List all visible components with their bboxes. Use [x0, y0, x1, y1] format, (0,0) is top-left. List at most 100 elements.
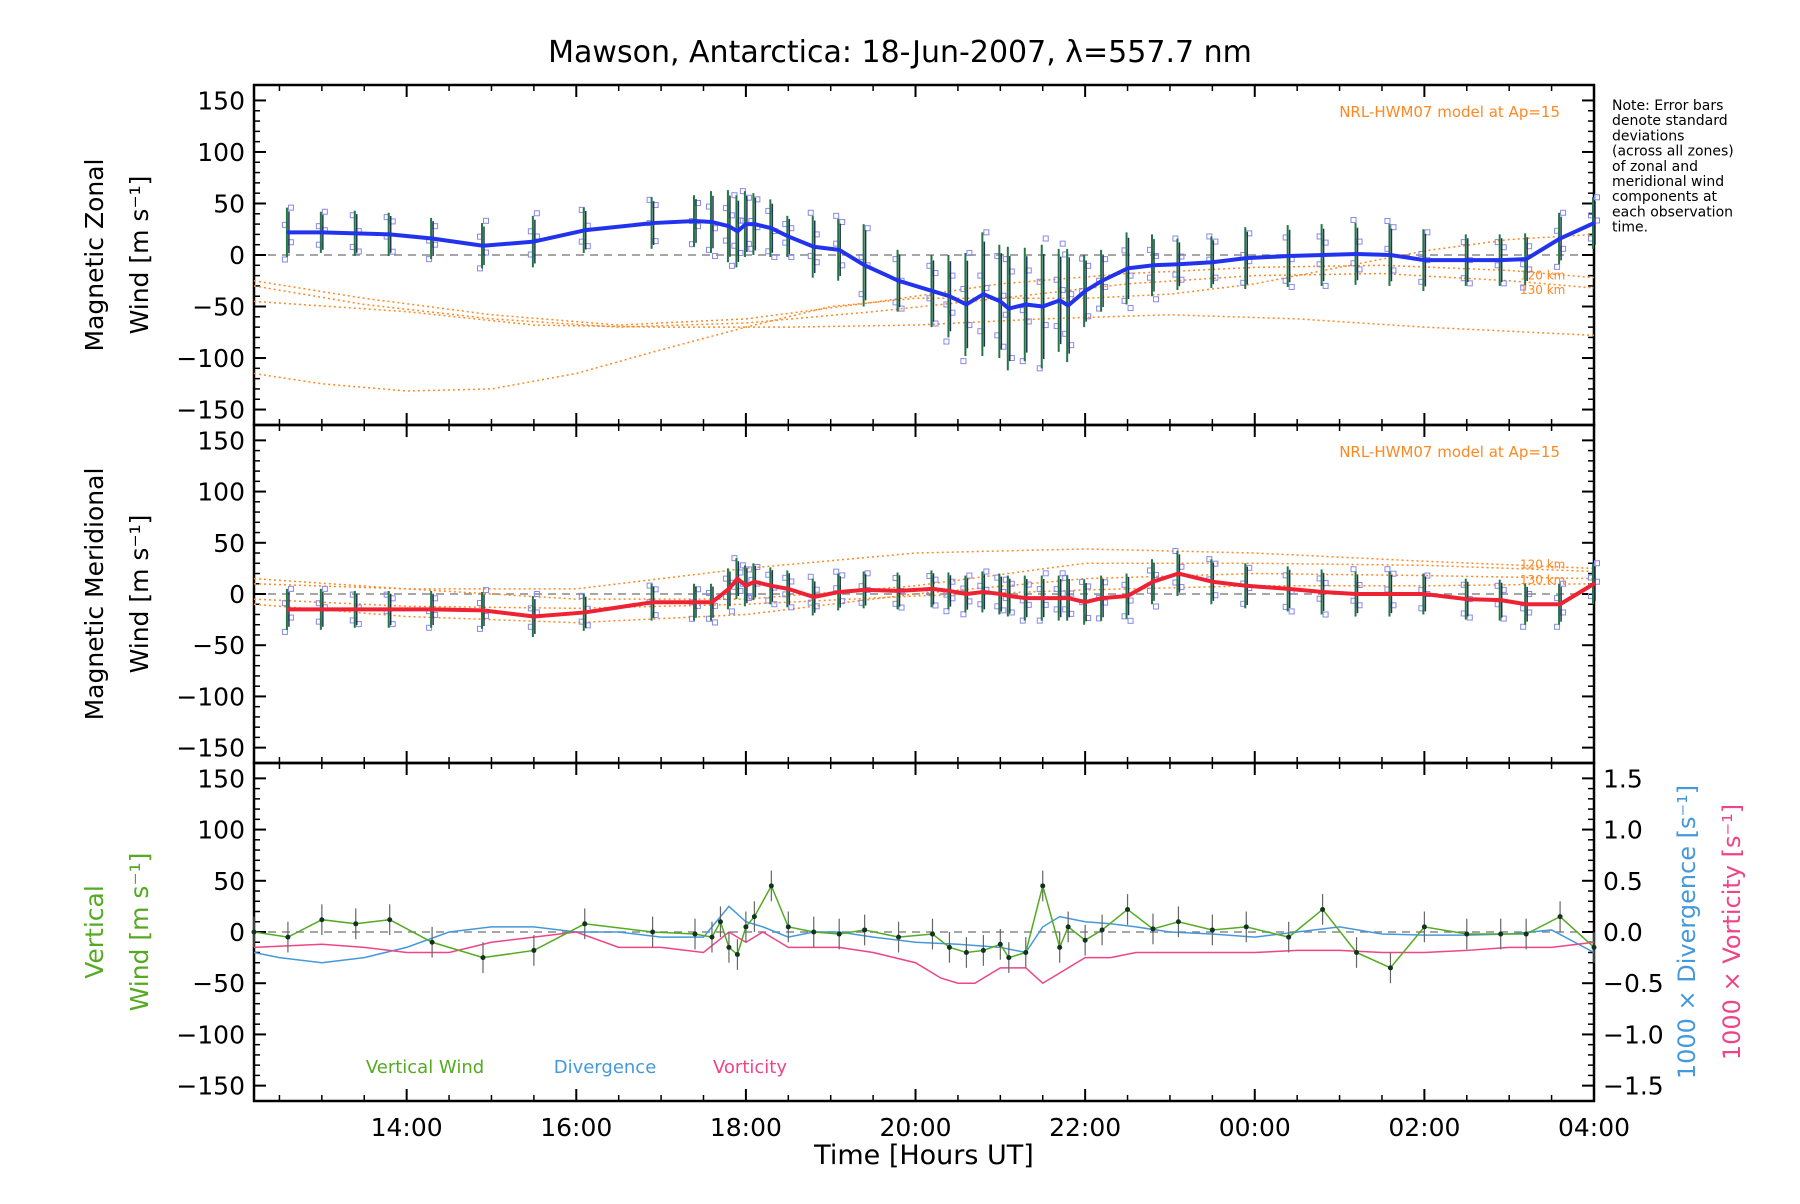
vertical-wind-point [896, 934, 902, 940]
vorticity-line [253, 931, 1595, 985]
zone-marker [1390, 224, 1397, 231]
data-point [863, 263, 867, 267]
data-point [1083, 289, 1087, 293]
data-point [1558, 602, 1562, 606]
chart-title: Mawson, Antarctica: 18-Jun-2007, λ=557.7… [548, 35, 1252, 70]
vertical-wind-point [285, 934, 291, 940]
vertical-wind-point [946, 944, 952, 950]
vertical-wind-point [743, 924, 749, 930]
zone-marker [711, 253, 718, 260]
y-tick-label: 150 [197, 764, 245, 793]
vertical-wind-point [1523, 931, 1529, 937]
zone-marker [983, 568, 990, 575]
data-point [710, 220, 714, 224]
data-point [388, 607, 392, 611]
zone-marker [1350, 566, 1357, 573]
vertical-wind-point [1040, 883, 1046, 889]
data-point [1592, 221, 1596, 225]
data-point [735, 577, 739, 581]
vertical-wind-point [531, 947, 537, 953]
model-label: NRL-HWM07 model at Ap=15 [1339, 443, 1560, 461]
y-tick-label: −50 [192, 969, 245, 998]
y-tick-label: −50 [192, 631, 245, 660]
data-point [1151, 263, 1155, 267]
zone-marker [966, 249, 973, 256]
data-point [286, 230, 290, 234]
y-tick-label: −150 [176, 396, 245, 425]
model-curve [253, 548, 1595, 590]
x-tick-label: 00:00 [1219, 1113, 1291, 1142]
y-tick-label: 100 [197, 138, 245, 167]
data-point [320, 230, 324, 234]
zone-marker [1288, 283, 1295, 290]
x-tick-label: 20:00 [879, 1113, 951, 1142]
zone-marker [1560, 209, 1567, 216]
data-point [1388, 592, 1392, 596]
data-point [998, 299, 1002, 303]
zone-marker [711, 619, 718, 626]
zone-marker [1594, 560, 1600, 567]
data-point [1524, 257, 1528, 261]
data-point [1100, 596, 1104, 600]
data-point [947, 589, 951, 593]
y-tick-label: 0 [229, 580, 245, 609]
zone-marker [983, 229, 990, 236]
data-point [897, 589, 901, 593]
data-point [1558, 237, 1562, 241]
note-line: deviations [1612, 128, 1684, 144]
data-point [1287, 587, 1291, 591]
zone-marker [807, 573, 814, 580]
data-point [1007, 307, 1011, 311]
data-point [320, 607, 324, 611]
data-point [1126, 266, 1130, 270]
zone-marker [898, 305, 905, 312]
vertical-wind-point [1057, 944, 1063, 950]
vertical-wind-point [929, 931, 935, 937]
zone-marker [1500, 280, 1507, 287]
vertical-wind-point [836, 931, 842, 937]
y-tick-label: 150 [197, 426, 245, 455]
right-y-tick-label: 1.0 [1603, 816, 1643, 845]
model-height-label: 130 km [1520, 283, 1565, 297]
vertical-wind-point [726, 944, 732, 950]
vertical-wind-point [997, 941, 1003, 947]
data-point [1126, 594, 1130, 598]
zone-marker [1520, 284, 1527, 291]
zone-marker [728, 262, 735, 269]
vertical-wind-point [1082, 937, 1088, 943]
zone-marker [1152, 603, 1159, 610]
zone-marker [788, 604, 795, 611]
data-point [727, 224, 731, 228]
zone-marker [1042, 570, 1049, 577]
legend: Vertical Wind Divergence Vorticity [366, 1057, 788, 1078]
vertical-wind-point [429, 939, 435, 945]
zone-marker [1042, 235, 1049, 242]
data-point [752, 222, 756, 226]
data-point [583, 228, 587, 232]
zone-marker [1554, 623, 1561, 630]
model-curve [253, 562, 1595, 600]
zone-marker [966, 572, 973, 579]
zone-marker [788, 254, 795, 261]
zone-marker [839, 572, 846, 579]
data-point [897, 279, 901, 283]
data-point [1388, 253, 1392, 257]
zone-marker [1554, 263, 1561, 270]
data-point [727, 587, 731, 591]
right-y-tick-label: 0.0 [1603, 918, 1643, 947]
x-tick-label: 18:00 [710, 1113, 782, 1142]
data-point [964, 592, 968, 596]
vertical-wind-point [811, 929, 817, 935]
y-tick-label: 50 [213, 189, 245, 218]
data-point [651, 600, 655, 604]
y-tick-label: 100 [197, 478, 245, 507]
right-y-tick-label: −1.5 [1603, 1072, 1664, 1101]
y-tick-label: 100 [197, 816, 245, 845]
vertical-wind-point [1175, 919, 1181, 925]
vertical-wind-point [1125, 906, 1131, 912]
data-point [1058, 596, 1062, 600]
data-point [735, 229, 739, 233]
y-axis-label-line1: Magnetic Meridional [80, 468, 109, 721]
y-tick-label: −50 [192, 293, 245, 322]
y-axis-label-line2: Wind [m s⁻¹] [125, 176, 154, 335]
